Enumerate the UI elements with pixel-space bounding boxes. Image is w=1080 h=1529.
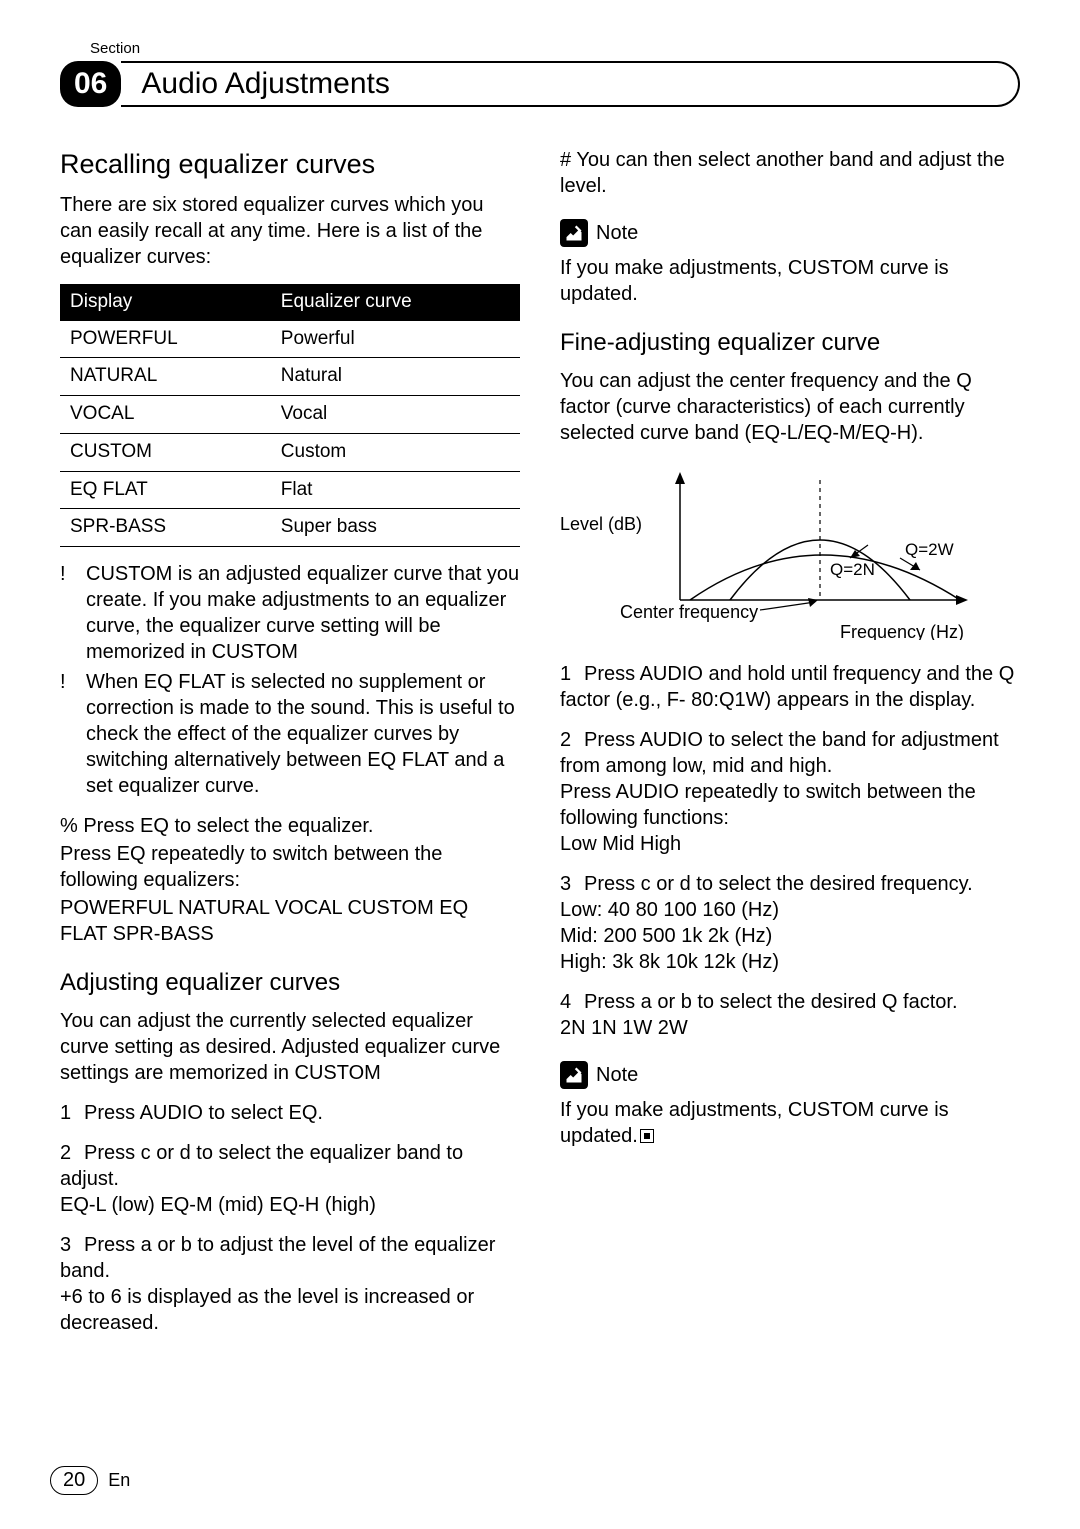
page-number: 20 — [50, 1466, 98, 1495]
step: 3Press c or d to select the desired freq… — [560, 871, 1020, 975]
note-label: Note — [596, 1062, 638, 1088]
step: 3Press a or b to adjust the level of the… — [60, 1232, 520, 1336]
level-label: Level (dB) — [560, 514, 642, 534]
note-text: If you make adjustments, CUSTOM curve is… — [560, 255, 1020, 307]
chapter-title: Audio Adjustments — [141, 67, 389, 101]
bullet-text: CUSTOM is an adjusted equalizer curve th… — [86, 561, 520, 665]
header-bar: 06 Audio Adjustments — [60, 61, 1020, 107]
heading-adjust: Adjusting equalizer curves — [60, 967, 520, 998]
step: 2Press c or d to select the equalizer ba… — [60, 1140, 520, 1218]
q2n-label: Q=2N — [830, 560, 875, 579]
adjust-paragraph: You can adjust the currently selected eq… — [60, 1008, 520, 1086]
step: 1Press AUDIO and hold until frequency an… — [560, 661, 1020, 713]
fine-paragraph: You can adjust the center frequency and … — [560, 368, 1020, 446]
bullet-mark: ! — [60, 669, 86, 799]
right-column: # You can then select another band and a… — [560, 147, 1020, 1350]
note-icon — [560, 1061, 588, 1089]
note-icon — [560, 219, 588, 247]
note-row: Note — [560, 1061, 1020, 1089]
left-column: Recalling equalizer curves There are six… — [60, 147, 520, 1350]
center-freq-label: Center frequency — [620, 602, 758, 622]
th-display: Display — [60, 284, 271, 321]
step: 1Press AUDIO to select EQ. — [60, 1100, 520, 1126]
chapter-number: 06 — [60, 61, 121, 107]
bullet-item: ! CUSTOM is an adjusted equalizer curve … — [60, 561, 520, 665]
q2w-label: Q=2W — [905, 540, 954, 559]
note-text: If you make adjustments, CUSTOM curve is… — [560, 1097, 1020, 1149]
table-row: EQ FLATFlat — [60, 471, 520, 509]
step: 4Press a or b to select the desired Q fa… — [560, 989, 1020, 1041]
heading-recall: Recalling equalizer curves — [60, 147, 520, 182]
bullet-text: When EQ FLAT is selected no supplement o… — [86, 669, 520, 799]
page-footer: 20 En — [50, 1466, 130, 1495]
note-row: Note — [560, 219, 1020, 247]
table-row: VOCALVocal — [60, 396, 520, 434]
table-row: POWERFULPowerful — [60, 321, 520, 358]
equalizer-table: Display Equalizer curve POWERFULPowerful… — [60, 284, 520, 547]
heading-fine: Fine-adjusting equalizer curve — [560, 327, 1020, 358]
language-code: En — [108, 1470, 130, 1491]
press-eq-line: % Press EQ to select the equalizer. — [60, 813, 520, 839]
step: 2Press AUDIO to select the band for adju… — [560, 727, 1020, 857]
continued-step: # You can then select another band and a… — [560, 147, 1020, 199]
press-eq-list: POWERFUL NATURAL VOCAL CUSTOM EQ FLAT SP… — [60, 895, 520, 947]
table-row: SPR-BASSSuper bass — [60, 509, 520, 547]
q-curve-diagram: Level (dB) Center frequency Frequency (H… — [560, 460, 1020, 647]
chapter-title-pill: Audio Adjustments — [121, 61, 1020, 107]
note-label: Note — [596, 220, 638, 246]
table-row: NATURALNatural — [60, 358, 520, 396]
table-row: CUSTOMCustom — [60, 433, 520, 471]
end-marker-icon — [640, 1129, 654, 1143]
th-curve: Equalizer curve — [271, 284, 520, 321]
press-eq-desc: Press EQ repeatedly to switch between th… — [60, 841, 520, 893]
bullet-item: ! When EQ FLAT is selected no supplement… — [60, 669, 520, 799]
recall-paragraph: There are six stored equalizer curves wh… — [60, 192, 520, 270]
bullet-mark: ! — [60, 561, 86, 665]
section-label: Section — [60, 40, 1020, 57]
freq-label: Frequency (Hz) — [840, 622, 964, 640]
